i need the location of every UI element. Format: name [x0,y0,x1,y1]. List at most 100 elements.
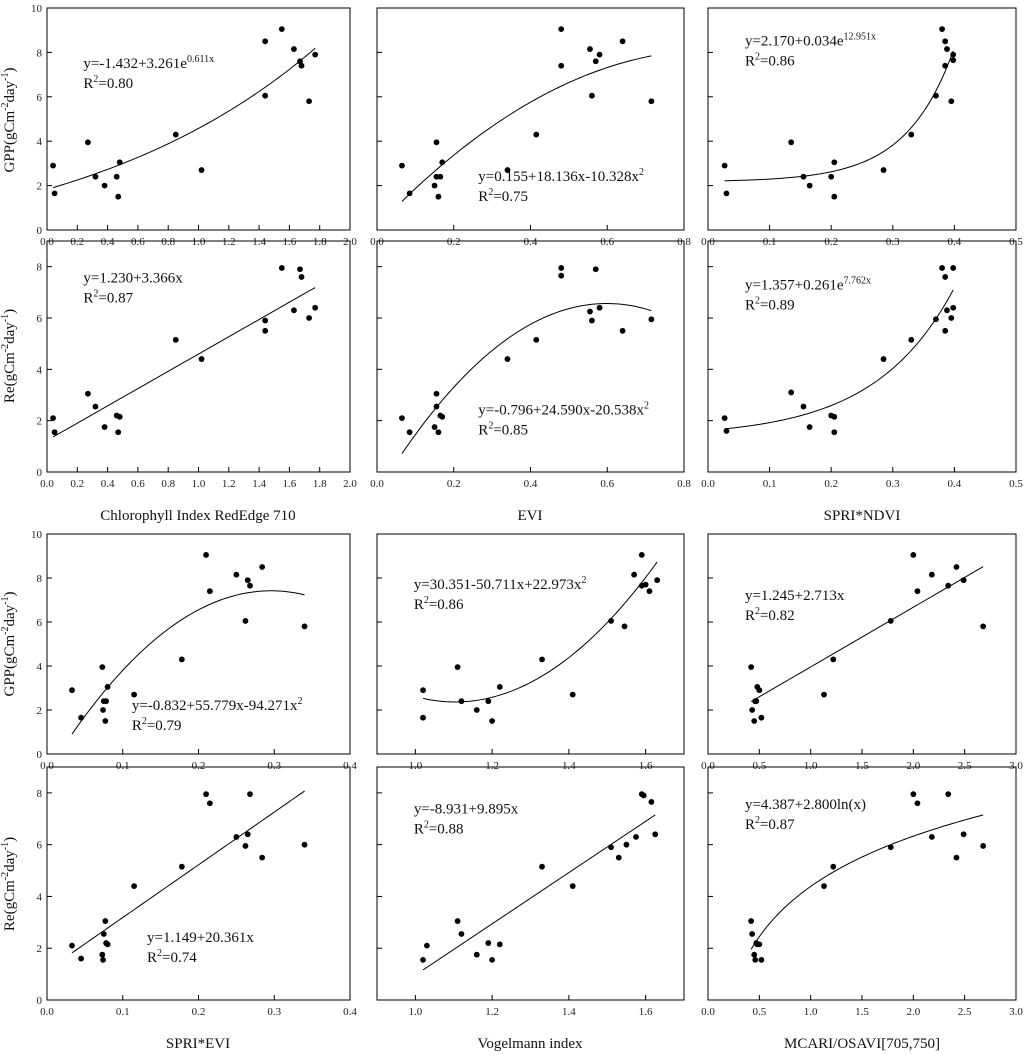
r-squared: R2=0.82 [745,606,795,624]
data-point [933,92,939,99]
y-tick-label: 4 [37,136,43,148]
x-tick-label: 0.2 [192,760,206,772]
data-point [646,588,653,595]
x-tick-label: 1.6 [639,1006,653,1018]
data-point [758,956,765,963]
data-point [821,691,827,698]
data-point [950,51,957,58]
y-tick-label: 0 [37,467,43,479]
data-point [131,691,138,698]
fit-curve [52,287,316,438]
data-point [178,863,185,870]
x-tick-label: 0.4 [948,478,962,490]
data-point [558,272,565,279]
data-point [489,718,496,724]
data-point [980,623,987,630]
data-point [788,389,795,396]
x-tick-label: 0.2 [447,478,461,490]
data-point [242,618,249,624]
data-point [454,918,461,924]
x-tick-label: 3.0 [1009,760,1023,772]
data-point [278,26,285,32]
data-point [99,664,106,670]
data-point [458,698,465,705]
data-point [758,714,765,721]
x-tick-label: 2.0 [343,478,357,490]
data-point [423,942,430,949]
data-point [291,46,297,52]
data-point [473,951,480,958]
x-tick-label: 0.5 [1009,478,1023,490]
data-point [431,182,438,189]
data-point [944,46,950,52]
fit-curve [52,47,316,189]
data-point [539,863,545,870]
data-point [887,844,894,851]
data-point [116,159,123,166]
data-point [103,698,109,705]
x-tick-label: 1.2 [485,1006,499,1018]
y-tick-label: 8 [37,573,43,585]
x-tick-label: 0.3 [886,236,900,248]
data-point [942,327,949,334]
data-point [928,834,935,840]
data-point [831,413,838,420]
panel-mcari-gpp: 0.0 0.5 1.0 1.5 2.0 2.5 3.0 y=1.245+2.713x R2=0.… [701,533,1023,772]
data-point [102,918,109,924]
fit-curve [750,566,984,702]
data-point [642,581,649,588]
data-point [439,159,446,166]
x-tick-label: 3.0 [1009,1006,1023,1018]
data-point [887,618,894,624]
data-point [504,356,511,362]
data-point [533,336,540,343]
fit-curve [71,590,305,735]
data-point [433,403,440,410]
data-point [619,38,626,45]
data-point [69,687,75,694]
fit-curve [71,790,305,954]
data-point [914,588,921,595]
r-squared: R2=0.87 [83,289,133,307]
x-tick-label: 1.0 [804,1006,818,1018]
data-point [960,831,967,838]
data-point [291,307,297,314]
data-point [420,714,426,721]
data-point [489,956,496,963]
fit-curve [422,814,656,971]
plot-frame [46,533,351,755]
data-point [910,552,917,558]
data-point [749,707,756,713]
x-tick-label: 1.4 [562,760,576,772]
data-point [306,98,312,105]
fit-equation: y=2.170+0.034e12.951x [745,32,876,50]
plot-frame [46,766,351,1001]
x-tick-label: 0.3 [267,760,281,772]
data-point [806,182,813,189]
data-point [301,841,308,848]
r-squared: R2=0.80 [83,74,133,92]
r-squared: R2=0.86 [745,52,795,70]
data-point [756,941,763,948]
x-tick-label: 1.5 [855,760,869,772]
x-tick-label: 1.2 [485,760,499,772]
data-point [178,656,185,663]
data-point [262,327,269,334]
x-tick-label: 2.5 [958,1006,972,1018]
data-point [587,46,593,52]
r-squared: R2=0.85 [478,420,528,438]
data-point [278,265,285,271]
r-squared: R2=0.74 [147,948,197,966]
panel-vog-gpp: 1.0 1.2 1.4 1.6 y=30.351-50.711x+22.973x2 R2=… [376,533,685,772]
data-point [806,424,813,430]
x-tick-label: 0.3 [886,478,900,490]
data-point [131,883,138,889]
data-point [244,831,251,838]
x-tick-label: 1.0 [192,478,206,490]
data-point [496,684,503,690]
data-point [748,664,755,670]
fit-equation: y=4.387+2.800ln(x) [745,797,866,813]
data-point [596,51,603,58]
fit-equation: y=1.357+0.261e7.762x [745,276,871,294]
data-point [652,831,659,838]
